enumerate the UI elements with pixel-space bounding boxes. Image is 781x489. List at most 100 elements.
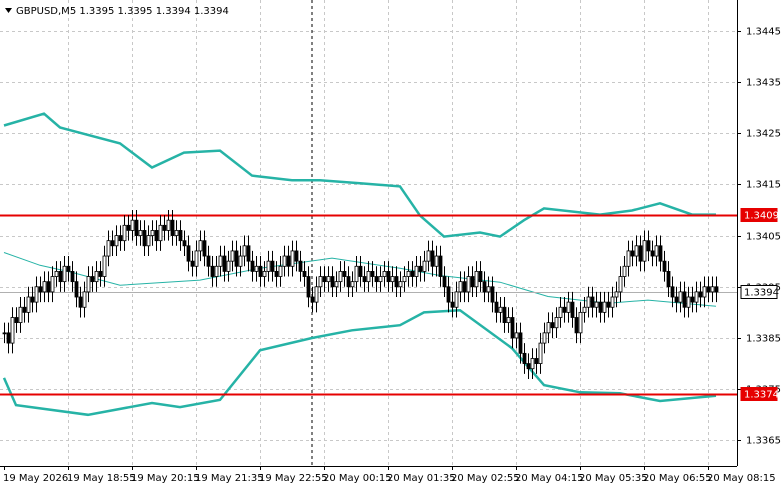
candle-body (290, 250, 295, 267)
candle-body (646, 240, 651, 252)
candle-body (542, 332, 547, 344)
candle-body (254, 265, 259, 272)
candle-body (374, 276, 379, 283)
candle-body (198, 240, 203, 252)
candle-body (638, 245, 643, 262)
candle-body (394, 276, 399, 288)
candle-body (630, 250, 635, 257)
candle-body (182, 240, 187, 247)
level-label: 1.3374 (744, 390, 779, 401)
candle-body (54, 271, 59, 277)
candle-body (594, 301, 599, 308)
candle-body (438, 255, 443, 277)
candle-body (402, 276, 407, 283)
candle-body (622, 265, 627, 277)
axis-labels: 1.34451.34351.34251.34151.34051.33951.33… (3, 27, 781, 485)
candle-body (706, 286, 711, 293)
y-tick-label: 1.3365 (746, 436, 781, 447)
candle-body (658, 245, 663, 262)
candle-body (590, 296, 595, 308)
candle-body (462, 281, 467, 293)
candle-body (278, 265, 283, 277)
candle-body (442, 276, 447, 288)
candle-body (2, 332, 7, 335)
candle-body (286, 255, 291, 267)
candle-body (586, 296, 591, 308)
candle-body (562, 306, 567, 313)
candle-body (558, 306, 563, 318)
candle-body (378, 276, 383, 283)
candle-body (574, 317, 579, 334)
candle-body (518, 332, 523, 354)
candle-body (602, 301, 607, 313)
candle-body (202, 240, 207, 257)
plot (0, 112, 737, 417)
candle-body (478, 271, 483, 283)
candle-body (702, 286, 707, 298)
candle-body (42, 281, 47, 293)
candle-body (326, 276, 331, 283)
candle-body (26, 296, 31, 313)
candle-body (482, 281, 487, 293)
candle-body (302, 271, 307, 277)
candle-body (166, 219, 171, 231)
x-tick-label: 19 May 18:55 (67, 473, 136, 484)
y-tick-label: 1.3435 (746, 78, 781, 89)
candle-body (670, 286, 675, 298)
candle-body (406, 271, 411, 277)
candle-body (666, 271, 671, 288)
candle-body (626, 250, 631, 267)
candle-body (234, 250, 239, 267)
last-price-label: 1.3394 (744, 288, 779, 299)
candle-body (226, 260, 231, 272)
candle-body (694, 291, 699, 303)
candle-body (106, 240, 111, 257)
candle-body (674, 296, 679, 303)
candle-body (358, 265, 363, 277)
candle-body (162, 224, 167, 231)
candle-body (498, 306, 503, 313)
candle-body (250, 260, 255, 272)
candle-body (526, 363, 531, 370)
candle-body (210, 265, 215, 277)
candle-body (190, 260, 195, 267)
candle-body (458, 281, 463, 293)
candle-body (206, 255, 211, 267)
candle-body (450, 301, 455, 308)
candle-body (690, 296, 695, 303)
candle-body (454, 291, 459, 308)
candle-body (530, 358, 535, 370)
candle-body (370, 271, 375, 277)
candle-body (390, 276, 395, 283)
candle-body (398, 281, 403, 288)
candle-body (714, 286, 719, 293)
candle-body (298, 260, 303, 272)
candle-body (158, 224, 163, 242)
candle-body (538, 342, 543, 364)
candle-body (214, 265, 219, 277)
candle-body (62, 265, 67, 283)
candle-body (346, 276, 351, 288)
level-label: 1.3409 (744, 211, 779, 222)
y-tick-label: 1.3385 (746, 334, 781, 345)
candle-body (6, 332, 11, 344)
candle-body (614, 291, 619, 298)
y-tick-label: 1.3415 (746, 180, 781, 191)
candle-body (654, 245, 659, 257)
candle-body (142, 230, 147, 247)
candle-body (418, 265, 423, 272)
candle-body (522, 352, 527, 364)
candle-body (130, 219, 135, 231)
candle-body (126, 224, 131, 231)
candle-body (494, 301, 499, 313)
candle-body (266, 260, 271, 272)
candle-body (490, 286, 495, 303)
candle-body (642, 240, 647, 262)
candle-body (30, 296, 35, 303)
level-label-box (740, 208, 778, 222)
candle-body (534, 358, 539, 364)
candle-body (282, 255, 287, 267)
candle-body (310, 296, 315, 303)
menu-arrow[interactable] (5, 8, 12, 13)
candle-body (382, 271, 387, 277)
